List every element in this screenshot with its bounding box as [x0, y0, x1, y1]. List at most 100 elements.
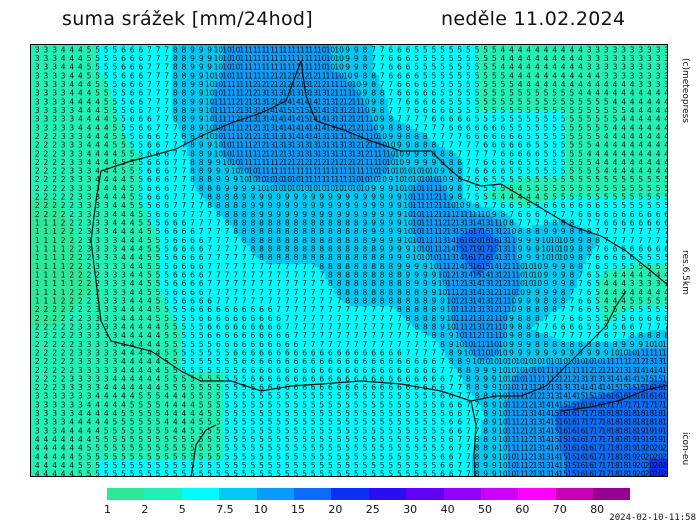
- grid-value: 5: [121, 418, 126, 427]
- grid-value: 15: [645, 374, 655, 383]
- grid-value: 7: [319, 314, 324, 323]
- grid-value: 10: [334, 54, 344, 63]
- grid-value: 6: [130, 45, 135, 54]
- grid-value: 11: [239, 54, 249, 63]
- grid-value: 12: [343, 106, 353, 115]
- grid-value: 17: [662, 400, 668, 409]
- grid-value: 9: [509, 340, 514, 349]
- grid-value: 5: [570, 115, 575, 124]
- grid-value: 5: [156, 305, 161, 314]
- grid-value: 6: [587, 297, 592, 306]
- grid-value: 7: [225, 227, 230, 236]
- grid-value: 8: [544, 297, 549, 306]
- grid-value: 17: [593, 435, 603, 444]
- grid-value: 7: [457, 149, 462, 158]
- grid-value: 4: [147, 357, 152, 366]
- legend-label: 20: [328, 503, 342, 516]
- grid-value: 10: [317, 63, 327, 72]
- grid-value: 3: [638, 71, 643, 80]
- legend-swatch: [107, 488, 145, 500]
- grid-value: 5: [552, 158, 557, 167]
- grid-value: 5: [328, 426, 333, 435]
- grid-value: 10: [524, 357, 534, 366]
- grid-value: 7: [156, 123, 161, 132]
- grid-value: 14: [472, 297, 482, 306]
- grid-value: 16: [584, 452, 594, 461]
- grid-value: 9: [380, 219, 385, 228]
- grid-value: 6: [354, 366, 359, 375]
- grid-value: 5: [613, 305, 618, 314]
- grid-value: 5: [604, 322, 609, 331]
- grid-value: 4: [647, 141, 652, 150]
- grid-value: 5: [294, 444, 299, 453]
- grid-value: 11: [507, 236, 517, 245]
- grid-value: 12: [334, 97, 344, 106]
- grid-value: 12: [239, 115, 249, 124]
- grid-value: 6: [138, 89, 143, 98]
- grid-value: 5: [147, 219, 152, 228]
- grid-value: 6: [371, 366, 376, 375]
- grid-value: 5: [423, 452, 428, 461]
- grid-value: 17: [481, 245, 491, 254]
- grid-value: 6: [173, 219, 178, 228]
- grid-value: 6: [570, 201, 575, 210]
- grid-value: 16: [558, 418, 568, 427]
- grid-value: 5: [621, 262, 626, 271]
- grid-value: 12: [524, 461, 534, 470]
- grid-value: 4: [121, 219, 126, 228]
- grid-value: 3: [647, 80, 652, 89]
- grid-value: 9: [518, 348, 523, 357]
- grid-value: 4: [95, 123, 100, 132]
- grid-value: 7: [337, 297, 342, 306]
- grid-value: 8: [337, 271, 342, 280]
- grid-value: 13: [308, 149, 318, 158]
- grid-value: 9: [199, 63, 204, 72]
- grid-value: 5: [552, 149, 557, 158]
- grid-value: 5: [440, 80, 445, 89]
- grid-value: 5: [630, 175, 635, 184]
- grid-value: 14: [317, 115, 327, 124]
- grid-value: 17: [602, 400, 612, 409]
- grid-value: 8: [182, 115, 187, 124]
- grid-value: 8: [363, 271, 368, 280]
- grid-value: 5: [518, 175, 523, 184]
- grid-value: 11: [222, 106, 232, 115]
- grid-value: 5: [156, 314, 161, 323]
- grid-value: 4: [526, 193, 531, 202]
- grid-value: 9: [268, 201, 273, 210]
- grid-value: 5: [182, 461, 187, 470]
- grid-value: 5: [130, 409, 135, 418]
- grid-value: 6: [397, 63, 402, 72]
- grid-value: 9: [492, 366, 497, 375]
- grid-value: 7: [319, 288, 324, 297]
- grid-value: 6: [457, 409, 462, 418]
- grid-value: 8: [432, 331, 437, 340]
- grid-value: 3: [95, 201, 100, 210]
- grid-value: 5: [483, 115, 488, 124]
- grid-value: 6: [216, 340, 221, 349]
- grid-value: 5: [87, 444, 92, 453]
- grid-value: 11: [343, 175, 353, 184]
- grid-value: 8: [414, 305, 419, 314]
- grid-value: 7: [225, 236, 230, 245]
- grid-value: 5: [664, 175, 668, 184]
- grid-value: 8: [207, 175, 212, 184]
- grid-value: 6: [242, 322, 247, 331]
- grid-value: 5: [156, 262, 161, 271]
- grid-value: 5: [104, 461, 109, 470]
- grid-value: 1: [35, 288, 40, 297]
- grid-value: 7: [302, 271, 307, 280]
- grid-value: 9: [285, 210, 290, 219]
- grid-value: 9: [492, 418, 497, 427]
- grid-value: 8: [380, 97, 385, 106]
- grid-value: 10: [326, 63, 336, 72]
- grid-value: 4: [138, 253, 143, 262]
- grid-value: 5: [156, 253, 161, 262]
- grid-value: 15: [550, 418, 560, 427]
- grid-value: 5: [388, 392, 393, 401]
- grid-value: 5: [552, 123, 557, 132]
- grid-value: 6: [466, 115, 471, 124]
- grid-value: 12: [248, 141, 258, 150]
- grid-value: 12: [524, 470, 534, 477]
- grid-value: 7: [251, 271, 256, 280]
